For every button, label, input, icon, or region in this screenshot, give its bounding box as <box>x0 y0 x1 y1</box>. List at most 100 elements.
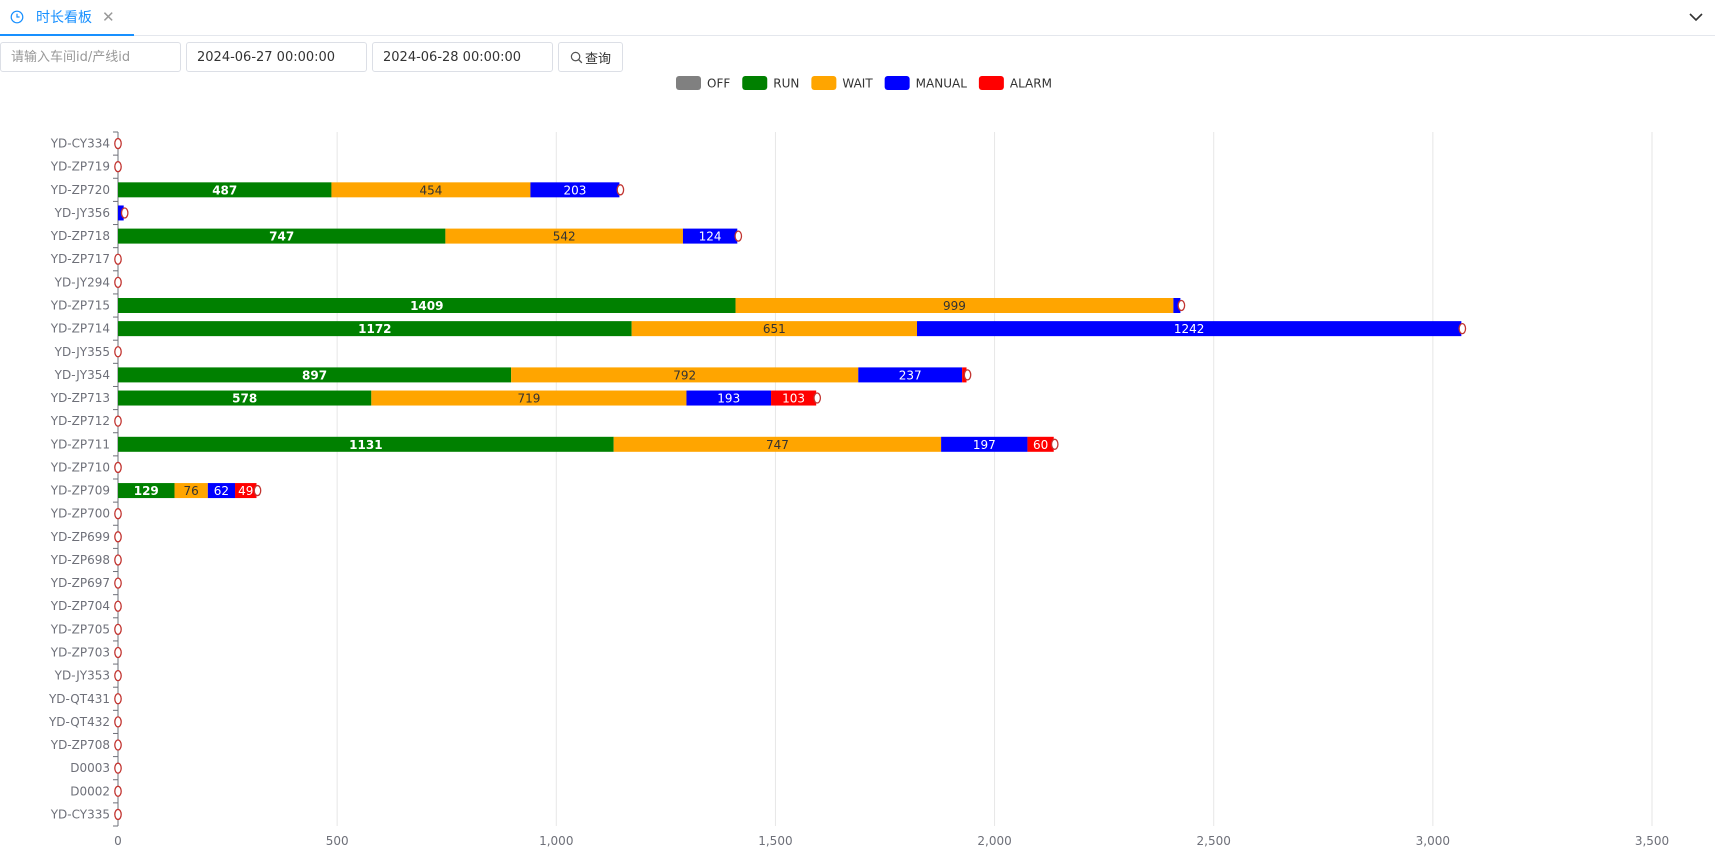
zero-marker <box>114 137 122 150</box>
y-tick-label: YD-ZP715 <box>50 299 110 313</box>
zero-marker <box>963 369 972 381</box>
data-label: 1172 <box>358 322 391 336</box>
y-tick-label: YD-QT431 <box>48 692 110 706</box>
data-label: 719 <box>517 392 540 406</box>
zero-marker <box>114 415 122 427</box>
end-time-input[interactable] <box>372 42 553 72</box>
bar-segment-manual <box>686 390 772 406</box>
zero-marker <box>114 577 122 589</box>
workshop-line-input[interactable] <box>0 42 181 72</box>
chevron-down-icon[interactable] <box>1687 8 1705 26</box>
bar-segment-alarm <box>1027 436 1054 452</box>
y-tick-label: YD-CY334 <box>50 137 110 151</box>
zero-marker <box>114 531 122 543</box>
tab-label: 时长看板 <box>36 10 92 26</box>
bar-segment-run <box>118 390 372 406</box>
bar-segment-wait <box>511 367 859 383</box>
zero-marker <box>114 600 122 612</box>
y-tick-label: YD-ZP703 <box>50 646 110 660</box>
zero-marker <box>114 785 122 797</box>
data-label: 792 <box>673 368 696 382</box>
y-tick-label: YD-ZP711 <box>50 437 110 451</box>
y-tick-label: YD-ZP705 <box>50 622 110 636</box>
legend-label: WAIT <box>842 77 873 91</box>
x-tick-label: 3,500 <box>1635 834 1669 848</box>
data-label: 124 <box>699 230 722 244</box>
y-tick-label: YD-ZP719 <box>50 160 110 174</box>
bar-segment-manual <box>858 367 963 383</box>
zero-marker <box>114 716 122 728</box>
bar-segment-wait <box>735 298 1174 313</box>
y-tick-label: YD-ZP700 <box>50 507 110 521</box>
zero-marker <box>120 207 129 219</box>
y-tick-label: YD-QT432 <box>48 715 110 729</box>
legend-swatch-off <box>676 76 701 90</box>
query-button[interactable]: 查询 <box>558 42 623 72</box>
zero-marker <box>114 161 122 173</box>
bar-segment-manual <box>916 321 1462 337</box>
data-label: 897 <box>302 368 327 382</box>
bar-segment-run <box>118 367 512 383</box>
bar-segment-run <box>118 483 175 499</box>
legend-swatch-manual <box>884 76 910 90</box>
bar-segment-manual <box>207 483 236 499</box>
bar-segment-manual <box>530 182 620 198</box>
clock-icon <box>10 10 24 24</box>
zero-marker <box>114 739 122 751</box>
zero-marker <box>813 392 822 404</box>
y-tick-label: YD-ZP720 <box>50 183 110 197</box>
y-tick-label: YD-JY355 <box>54 345 110 359</box>
y-tick-label: D0003 <box>70 761 110 775</box>
zero-marker <box>114 346 122 358</box>
data-label: 129 <box>134 484 159 498</box>
tab-duration-board[interactable]: 时长看板 ✕ <box>0 0 134 36</box>
zero-marker <box>114 461 122 474</box>
data-label: 203 <box>563 183 586 197</box>
bar-segment-manual <box>1173 298 1181 313</box>
query-button-label: 查询 <box>584 51 611 67</box>
y-tick-label: YD-ZP697 <box>50 576 110 590</box>
data-label: 651 <box>763 322 786 336</box>
zero-marker <box>253 484 262 497</box>
y-tick-label: YD-ZP698 <box>50 553 110 567</box>
y-tick-label: YD-ZP710 <box>50 460 110 474</box>
bar-segment-run <box>118 228 446 244</box>
y-tick-label: YD-ZP712 <box>50 414 110 428</box>
bar-segment-wait <box>631 321 917 337</box>
x-tick-label: 500 <box>326 834 349 848</box>
data-label: 62 <box>214 484 229 498</box>
bar-segment-run <box>118 182 332 198</box>
legend-label: ALARM <box>1010 77 1052 91</box>
y-tick-label: D0002 <box>70 784 110 798</box>
legend-label: MANUAL <box>916 77 968 91</box>
data-label: 49 <box>238 484 253 498</box>
x-tick-label: 3,000 <box>1416 834 1450 848</box>
zero-marker <box>114 508 122 520</box>
y-tick-label: YD-ZP717 <box>50 252 110 266</box>
data-label: 1131 <box>349 438 382 452</box>
y-tick-label: YD-JY294 <box>54 275 110 289</box>
zero-marker <box>114 554 122 566</box>
y-tick-label: YD-ZP709 <box>50 484 110 498</box>
y-tick-label: YD-ZP704 <box>50 599 110 613</box>
data-label: 60 <box>1033 438 1048 452</box>
zero-marker <box>114 762 122 774</box>
bar-segment-wait <box>445 228 683 244</box>
y-tick-label: YD-CY335 <box>50 807 110 821</box>
close-icon[interactable]: ✕ <box>102 7 115 26</box>
bar-segment-wait <box>331 182 531 198</box>
data-label: 76 <box>184 484 199 498</box>
y-tick-label: YD-ZP708 <box>50 738 110 752</box>
legend-swatch-alarm <box>978 76 1004 90</box>
y-tick-label: YD-JY356 <box>54 206 110 220</box>
zero-marker <box>114 693 122 705</box>
data-label: 193 <box>717 392 740 406</box>
bar-segment-run <box>118 298 736 313</box>
zero-marker <box>734 230 743 242</box>
zero-marker <box>114 276 122 289</box>
y-tick-label: YD-ZP699 <box>50 530 110 544</box>
start-time-input[interactable] <box>186 42 367 72</box>
x-tick-label: 1,000 <box>539 834 573 848</box>
zero-marker <box>1177 299 1186 312</box>
